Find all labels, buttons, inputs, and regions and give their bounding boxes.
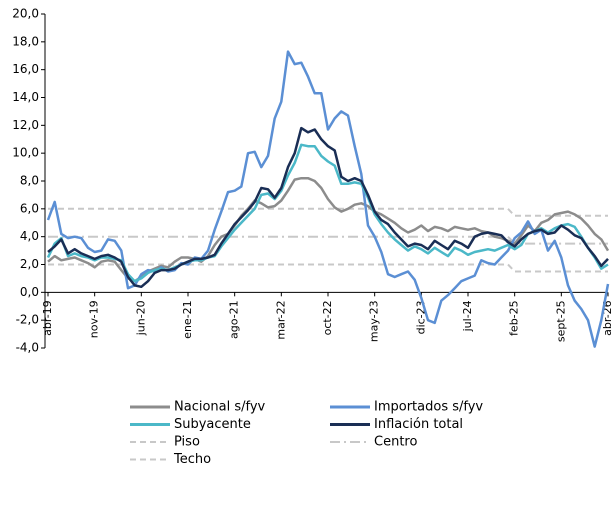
y-tick-label: 8,0 [20, 174, 39, 188]
x-tick-label: ago-21 [228, 300, 241, 339]
y-tick-label: -2,0 [16, 313, 39, 327]
y-tick-label: 6,0 [20, 201, 39, 215]
y-tick-label: 20,0 [12, 7, 39, 21]
y-tick-label: 18,0 [12, 34, 39, 48]
y-tick-label: -4,0 [16, 341, 39, 355]
x-tick-label: mar-22 [274, 300, 287, 339]
x-tick-label: dic-23 [414, 300, 427, 334]
x-tick-label: oct-22 [321, 300, 334, 335]
line-series [48, 207, 608, 217]
legend-label: Nacional s/fyv [174, 400, 266, 415]
legend-label: Subyacente [174, 417, 251, 432]
x-tick-label: ene-21 [181, 300, 194, 338]
y-tick-label: 2,0 [20, 257, 39, 271]
y-tick-label: 12,0 [12, 118, 39, 132]
y-tick-label: 14,0 [12, 90, 39, 104]
legend-label: Piso [174, 435, 200, 450]
line-series [47, 126, 609, 289]
x-tick-label: jul-24 [461, 300, 474, 332]
x-tick-label: jun-20 [134, 300, 147, 336]
y-tick-label: 4,0 [20, 229, 39, 243]
y-tick-label: 16,0 [12, 62, 39, 76]
legend-label: Techo [173, 452, 211, 467]
line-series [46, 143, 609, 283]
y-tick-label: 10,0 [12, 146, 39, 160]
line-series [48, 263, 608, 273]
y-tick-label: 0,0 [20, 285, 39, 299]
x-tick-label: feb-25 [508, 300, 521, 336]
x-tick-label: sept-25 [554, 300, 567, 342]
legend-label: Centro [374, 435, 417, 450]
x-tick-label: abr-19 [41, 300, 54, 336]
legend-label: Inflación total [374, 417, 463, 432]
x-tick-label: may-23 [368, 300, 381, 342]
line-series [46, 50, 610, 348]
legend-label: Importados s/fyv [374, 400, 483, 415]
x-tick-label: nov-19 [88, 300, 101, 338]
